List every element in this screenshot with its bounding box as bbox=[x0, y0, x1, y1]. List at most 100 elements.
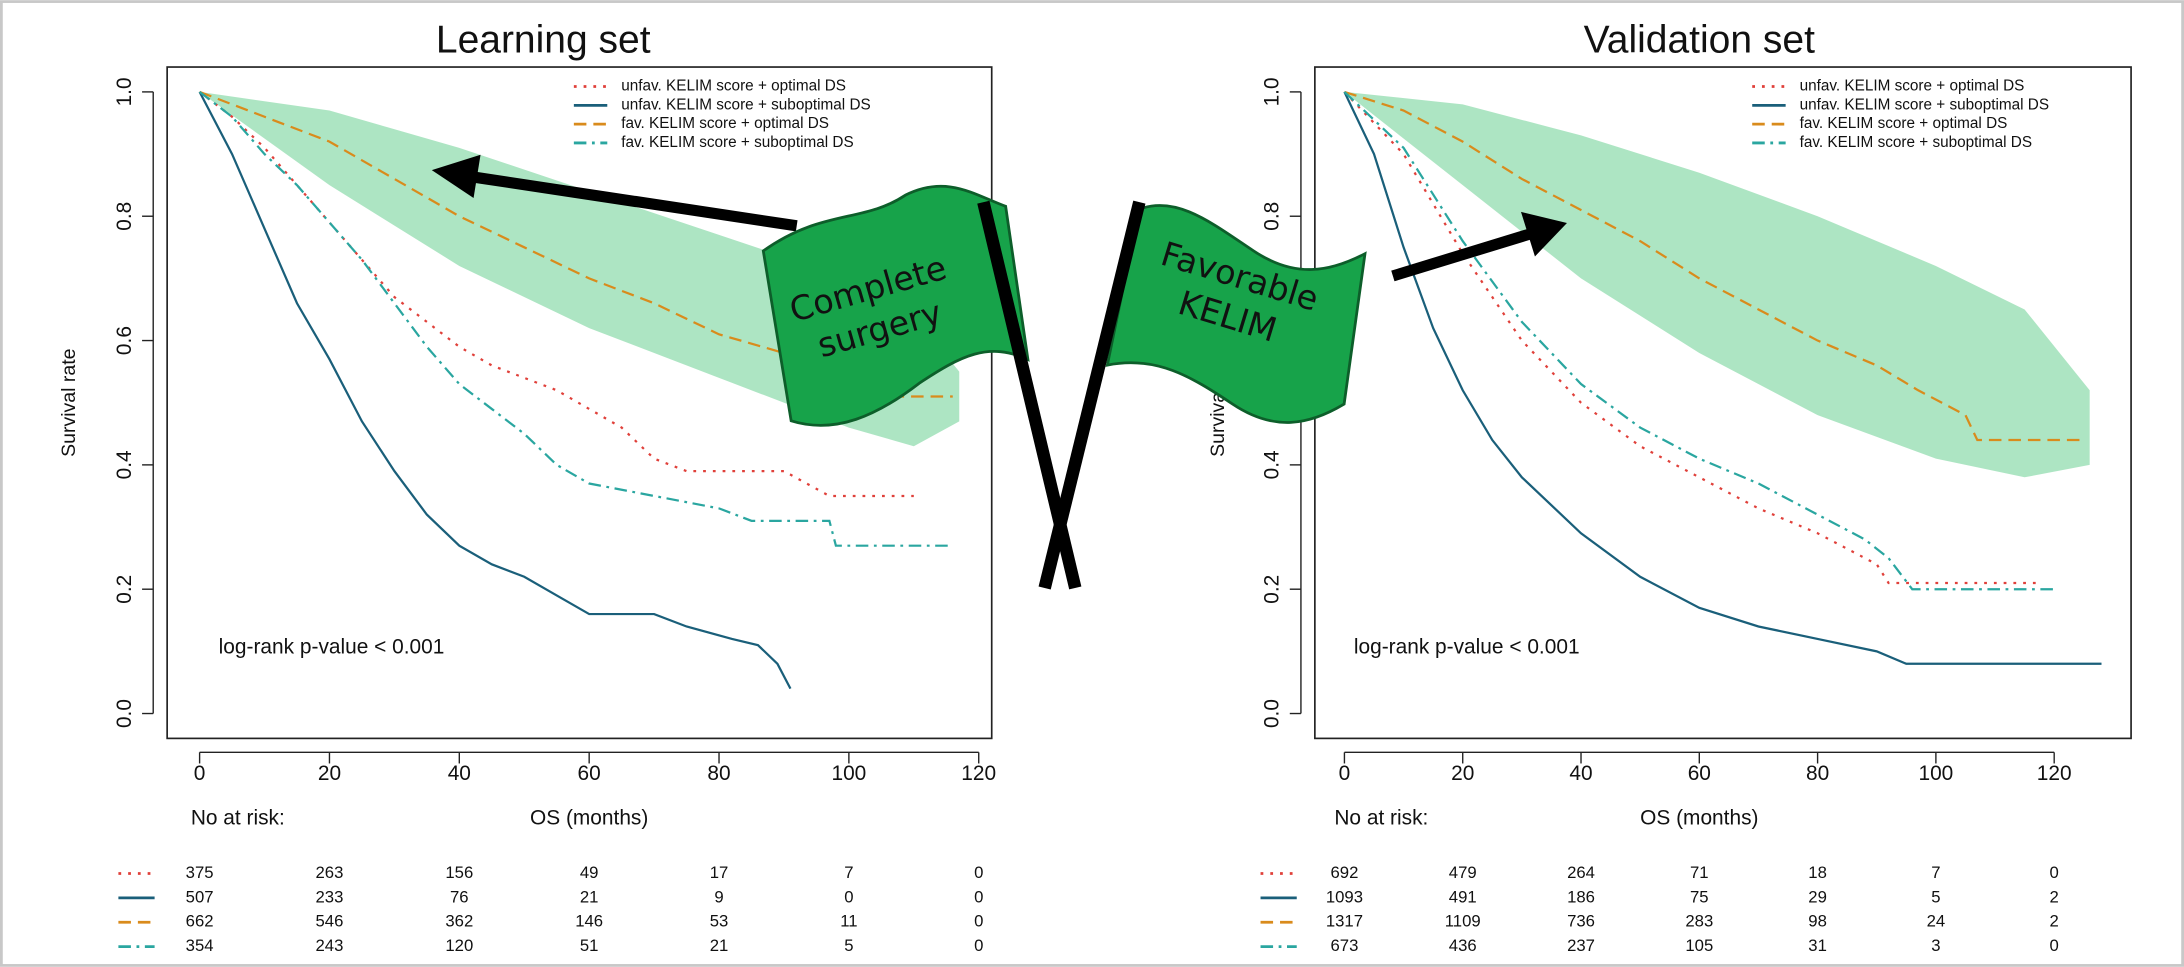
arrow-line bbox=[472, 171, 798, 232]
flag-complete-surgery: Complete surgery bbox=[761, 184, 1082, 590]
at-risk-count: 21 bbox=[580, 887, 599, 906]
flag-favorable-kelim: Favorable KELIM bbox=[1038, 200, 1367, 590]
at-risk-count: 546 bbox=[316, 912, 344, 931]
annotation: log-rank p-value < 0.001 bbox=[1354, 635, 1580, 658]
at-risk-count: 283 bbox=[1685, 912, 1713, 931]
x-tick-label: 100 bbox=[831, 762, 866, 785]
at-risk-count: 29 bbox=[1808, 887, 1827, 906]
x-axis-label: OS (months) bbox=[530, 807, 648, 830]
x-tick-label: 100 bbox=[1918, 762, 1953, 785]
y-tick-label: 0.8 bbox=[1261, 202, 1284, 231]
x-tick-label: 120 bbox=[961, 762, 996, 785]
at-risk-count: 24 bbox=[1927, 912, 1946, 931]
at-risk-count: 354 bbox=[186, 936, 214, 955]
at-risk-count: 1317 bbox=[1326, 912, 1363, 931]
at-risk-count: 1109 bbox=[1445, 912, 1481, 931]
y-tick-label: 0.4 bbox=[113, 450, 136, 479]
at-risk-count: 1093 bbox=[1326, 887, 1363, 906]
survival-curve bbox=[1343, 91, 2043, 585]
at-risk-count: 7 bbox=[844, 863, 853, 882]
at-risk-count: 5 bbox=[844, 936, 853, 955]
x-tick-label: 0 bbox=[194, 762, 206, 785]
arrow-line bbox=[1391, 228, 1531, 282]
flag-pole bbox=[1038, 200, 1146, 590]
at-risk-count: 263 bbox=[316, 863, 344, 882]
at-risk-count: 0 bbox=[974, 936, 983, 955]
at-risk-count: 18 bbox=[1808, 863, 1827, 882]
x-tick-label: 80 bbox=[1806, 762, 1829, 785]
at-risk-count: 692 bbox=[1330, 863, 1358, 882]
at-risk-count: 0 bbox=[974, 863, 983, 882]
at-risk-count: 11 bbox=[840, 912, 857, 931]
legend-label: unfav. KELIM score + optimal DS bbox=[621, 78, 846, 95]
survival-curve bbox=[198, 91, 953, 547]
at-risk-count: 0 bbox=[974, 887, 983, 906]
legend-label: fav. KELIM score + suboptimal DS bbox=[621, 134, 853, 151]
at-risk-count: 5 bbox=[1931, 887, 1940, 906]
at-risk-count: 375 bbox=[186, 863, 214, 882]
at-risk-count: 264 bbox=[1567, 863, 1595, 882]
at-risk-count: 237 bbox=[1567, 936, 1595, 955]
at-risk-count: 2 bbox=[2050, 887, 2059, 906]
at-risk-count: 76 bbox=[450, 887, 469, 906]
legend-label: fav. KELIM score + optimal DS bbox=[1800, 115, 2008, 132]
at-risk-count: 0 bbox=[974, 912, 983, 931]
flag-body bbox=[761, 184, 1030, 427]
x-tick-label: 20 bbox=[318, 762, 341, 785]
confidence-band bbox=[199, 91, 960, 447]
legend-label: fav. KELIM score + optimal DS bbox=[621, 115, 829, 132]
x-tick-label: 120 bbox=[2037, 762, 2072, 785]
at-risk-count: 436 bbox=[1449, 936, 1477, 955]
y-tick-label: 0.0 bbox=[113, 699, 136, 728]
at-risk-count: 362 bbox=[445, 912, 473, 931]
at-risk-count: 186 bbox=[1567, 887, 1595, 906]
y-tick-label: 0.0 bbox=[1261, 699, 1284, 728]
at-risk-count: 673 bbox=[1330, 936, 1358, 955]
survival-curve bbox=[198, 91, 792, 690]
at-risk-label: No at risk: bbox=[191, 807, 285, 830]
flag-body bbox=[1105, 204, 1367, 424]
at-risk-count: 233 bbox=[316, 887, 344, 906]
at-risk-count: 51 bbox=[580, 936, 599, 955]
at-risk-count: 736 bbox=[1567, 912, 1595, 931]
legend-label: unfav. KELIM score + optimal DS bbox=[1800, 78, 2025, 95]
at-risk-count: 507 bbox=[186, 887, 214, 906]
at-risk-count: 9 bbox=[714, 887, 723, 906]
at-risk-count: 49 bbox=[580, 863, 599, 882]
x-axis-label: OS (months) bbox=[1640, 807, 1758, 830]
x-tick-label: 40 bbox=[448, 762, 471, 785]
survival-curve bbox=[1343, 91, 2055, 591]
at-risk-count: 71 bbox=[1690, 863, 1709, 882]
at-risk-count: 120 bbox=[445, 936, 473, 955]
at-risk-count: 3 bbox=[1931, 936, 1940, 955]
legend-label: fav. KELIM score + suboptimal DS bbox=[1800, 134, 2032, 151]
at-risk-count: 7 bbox=[1931, 863, 1940, 882]
at-risk-count: 156 bbox=[445, 863, 473, 882]
chart-title: Learning set bbox=[436, 18, 651, 61]
at-risk-label: No at risk: bbox=[1334, 807, 1428, 830]
y-tick-label: 0.6 bbox=[113, 326, 136, 355]
legend-label: unfav. KELIM score + suboptimal DS bbox=[1800, 96, 2050, 113]
y-tick-label: 0.4 bbox=[1261, 450, 1284, 479]
survival-curve bbox=[198, 91, 914, 498]
x-tick-label: 80 bbox=[707, 762, 730, 785]
at-risk-count: 105 bbox=[1685, 936, 1713, 955]
x-tick-label: 60 bbox=[578, 762, 601, 785]
chart-title: Validation set bbox=[1584, 18, 1815, 61]
y-tick-label: 1.0 bbox=[113, 77, 136, 106]
at-risk-count: 491 bbox=[1449, 887, 1477, 906]
at-risk-count: 2 bbox=[2050, 912, 2059, 931]
x-tick-label: 40 bbox=[1569, 762, 1592, 785]
at-risk-count: 243 bbox=[316, 936, 344, 955]
annotation: log-rank p-value < 0.001 bbox=[219, 635, 445, 658]
y-tick-label: 0.2 bbox=[1261, 575, 1284, 604]
legend-label: unfav. KELIM score + suboptimal DS bbox=[621, 96, 871, 113]
at-risk-count: 0 bbox=[2050, 863, 2059, 882]
at-risk-count: 31 bbox=[1808, 936, 1827, 955]
arrows bbox=[431, 154, 1567, 282]
y-tick-label: 1.0 bbox=[1261, 77, 1284, 106]
x-tick-label: 60 bbox=[1688, 762, 1711, 785]
at-risk-count: 98 bbox=[1808, 912, 1827, 931]
